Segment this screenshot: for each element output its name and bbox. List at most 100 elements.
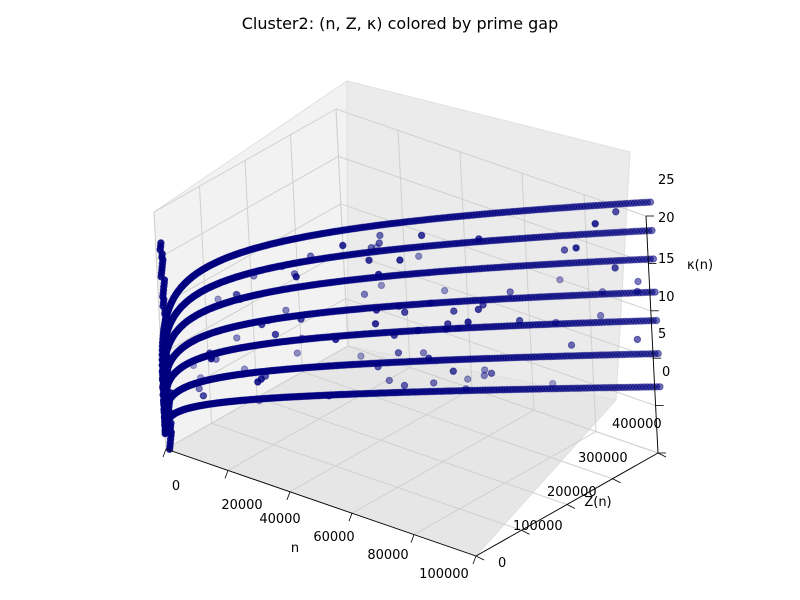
z-axis-label: κ(n) bbox=[687, 258, 713, 273]
x-tick-mark bbox=[162, 448, 167, 458]
data-point bbox=[377, 281, 386, 290]
z-tick-label: 5 bbox=[658, 327, 666, 342]
data-point bbox=[189, 361, 198, 370]
data-point bbox=[633, 287, 641, 296]
data-point bbox=[367, 244, 375, 252]
chart-title: Cluster2: (n, Z, κ) colored by prime gap bbox=[242, 14, 559, 33]
left-grid-line bbox=[199, 186, 212, 424]
x-tick-label: 100000 bbox=[419, 567, 469, 582]
data-point bbox=[556, 276, 564, 284]
data-point bbox=[258, 320, 266, 329]
data-point bbox=[414, 326, 422, 335]
data-point bbox=[240, 365, 249, 373]
data-point bbox=[611, 264, 619, 272]
x-tick-label: 80000 bbox=[367, 548, 408, 563]
data-point bbox=[480, 371, 488, 380]
data-point bbox=[425, 354, 433, 362]
left-grid-line bbox=[290, 134, 303, 372]
data-point bbox=[652, 316, 661, 325]
data-point bbox=[646, 198, 655, 206]
data-point bbox=[372, 306, 381, 314]
data-point bbox=[481, 366, 489, 374]
data-point bbox=[278, 262, 286, 271]
data-point bbox=[450, 307, 458, 315]
data-point bbox=[207, 355, 215, 363]
data-point bbox=[271, 330, 280, 339]
z-tick-label: 15 bbox=[658, 252, 675, 267]
z-ticks: 0 5 10 15 20 25 bbox=[658, 173, 675, 380]
data-point bbox=[232, 290, 241, 299]
data-point bbox=[430, 379, 438, 387]
data-point bbox=[394, 349, 403, 357]
data-point bbox=[375, 239, 383, 247]
data-point bbox=[598, 288, 607, 296]
data-point bbox=[214, 295, 222, 303]
data-point bbox=[426, 299, 435, 307]
data-point bbox=[567, 341, 576, 349]
data-point bbox=[464, 318, 472, 326]
x-tick-mark bbox=[224, 470, 229, 479]
data-point bbox=[199, 392, 208, 400]
data-point bbox=[440, 286, 449, 295]
data-point bbox=[419, 349, 428, 357]
data-point bbox=[254, 378, 262, 386]
data-point bbox=[374, 270, 383, 279]
axes-lines bbox=[162, 215, 667, 565]
data-point bbox=[297, 315, 305, 323]
data-point bbox=[656, 383, 664, 391]
y-tick-mark bbox=[657, 452, 667, 458]
left-grid-line bbox=[244, 160, 258, 398]
data-point bbox=[255, 397, 263, 405]
data-point bbox=[325, 392, 333, 400]
y-tick-label: 200000 bbox=[547, 485, 597, 500]
floor-grid-line bbox=[256, 397, 568, 505]
x-axis-line bbox=[165, 448, 477, 557]
data-point bbox=[360, 290, 369, 298]
data-point bbox=[236, 295, 244, 303]
data-point bbox=[560, 246, 569, 254]
data-point bbox=[374, 363, 382, 371]
floor-grid-line bbox=[211, 422, 522, 531]
data-point bbox=[400, 381, 409, 390]
data-point bbox=[454, 324, 462, 332]
left-grid-line bbox=[156, 155, 339, 260]
scatter-points bbox=[156, 198, 664, 453]
data-point bbox=[298, 334, 306, 342]
data-point bbox=[159, 390, 167, 399]
x-tick-label: 40000 bbox=[259, 512, 300, 527]
z-tick-label: 0 bbox=[662, 365, 670, 380]
data-point bbox=[442, 325, 450, 333]
data-point bbox=[417, 231, 426, 240]
data-point bbox=[290, 270, 299, 278]
x-axis-label: n bbox=[291, 541, 299, 556]
data-point bbox=[332, 335, 340, 344]
data-point bbox=[415, 252, 423, 260]
x-tick-mark bbox=[472, 555, 477, 565]
x-tick-mark bbox=[348, 513, 353, 522]
x-tick-mark bbox=[286, 491, 291, 500]
data-point bbox=[633, 335, 642, 344]
data-point bbox=[365, 256, 373, 264]
z-tick-label: 25 bbox=[658, 173, 675, 188]
data-point bbox=[371, 320, 380, 328]
data-point bbox=[634, 277, 642, 286]
data-point bbox=[339, 241, 347, 250]
x-tick-mark bbox=[410, 534, 415, 543]
data-point bbox=[549, 379, 557, 388]
y-tick-label: 300000 bbox=[578, 451, 628, 466]
data-point bbox=[654, 349, 662, 358]
y-ticks: 0 100000 200000 300000 400000 bbox=[498, 417, 662, 571]
data-point bbox=[651, 288, 659, 296]
data-point bbox=[357, 352, 365, 360]
data-point bbox=[372, 243, 381, 251]
x-tick-label: 20000 bbox=[221, 498, 262, 513]
data-point bbox=[591, 220, 599, 228]
y-axis-label: Z(n) bbox=[584, 495, 611, 510]
data-point bbox=[449, 367, 457, 375]
data-point bbox=[648, 226, 656, 235]
data-point bbox=[390, 331, 398, 339]
data-point bbox=[250, 272, 258, 280]
data-point bbox=[515, 316, 524, 325]
z-axis-line bbox=[645, 215, 659, 454]
